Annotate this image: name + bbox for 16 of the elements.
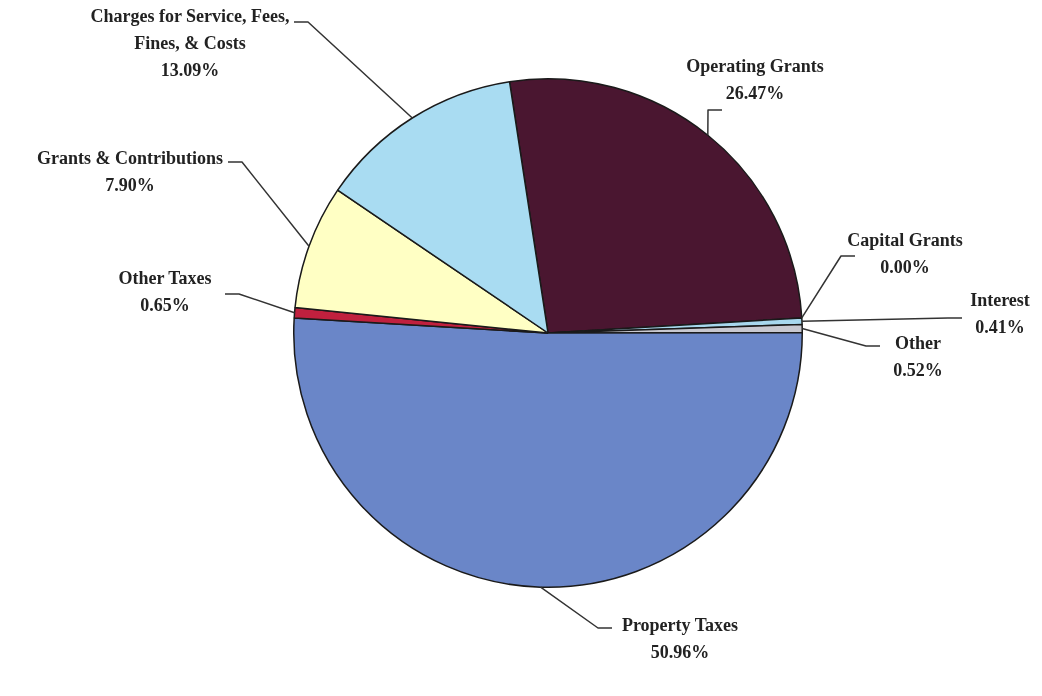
data-label: 0.52% xyxy=(893,359,943,380)
slice-label: Charges for Service, Fees, Fines, & Costs xyxy=(90,5,290,53)
slice-label: Other Taxes xyxy=(118,267,212,288)
slice-label: Other xyxy=(895,332,941,353)
data-label: 50.96% xyxy=(650,641,710,662)
text: 0.00% xyxy=(880,256,930,277)
data-label: 13.09% xyxy=(160,59,220,80)
category-label: Capital Grants xyxy=(847,229,963,250)
data-label: 26.47% xyxy=(725,82,785,103)
slice-label: Property Taxes xyxy=(621,614,739,635)
slice-label: Operating Grants xyxy=(686,55,824,76)
slice-label: Grants & Contributions xyxy=(36,147,224,168)
data-label: 0.41% xyxy=(975,316,1025,337)
slice-label: Interest xyxy=(970,289,1030,310)
data-label: 7.90% xyxy=(105,174,155,195)
data-label: 0.65% xyxy=(140,294,190,315)
